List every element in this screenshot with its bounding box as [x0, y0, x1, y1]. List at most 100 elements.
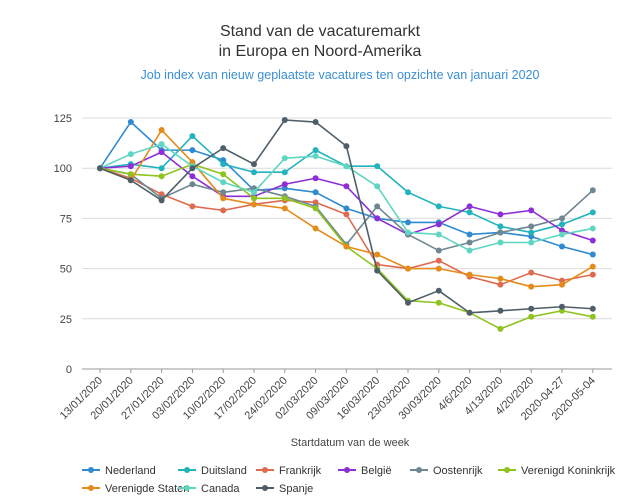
data-point	[559, 231, 565, 238]
data-point	[189, 203, 196, 210]
data-point	[497, 211, 504, 218]
data-point	[251, 169, 257, 176]
data-point	[497, 281, 504, 288]
data-point	[251, 195, 257, 202]
series-8	[97, 117, 596, 316]
data-point	[435, 265, 442, 272]
data-point	[528, 269, 535, 276]
data-point	[281, 155, 288, 162]
series-lines	[97, 117, 596, 332]
data-point	[528, 283, 535, 290]
data-point	[466, 247, 473, 254]
y-tick-label: 25	[60, 314, 72, 326]
chart-title-line-2: in Europa en Noord-Amerika	[219, 43, 422, 60]
legend-marker	[344, 467, 350, 473]
data-point	[559, 221, 565, 228]
x-axis: 13/01/202020/01/202027/01/202003/02/2020…	[58, 369, 598, 423]
data-point	[589, 251, 596, 258]
data-point	[220, 171, 227, 178]
data-point	[589, 209, 596, 216]
data-point	[466, 203, 473, 210]
data-point	[97, 165, 103, 172]
legend-item: Verenigde Staten	[82, 483, 189, 495]
data-point	[127, 171, 134, 178]
data-point	[312, 147, 319, 154]
data-point	[528, 305, 535, 312]
data-point	[127, 119, 134, 126]
legend-label: Nederland	[105, 465, 156, 477]
data-point	[158, 141, 165, 148]
legend-item: Spanje	[256, 483, 313, 495]
data-point	[466, 239, 473, 246]
legend-marker	[262, 467, 268, 473]
data-point	[497, 307, 504, 314]
data-point	[528, 239, 535, 246]
data-point	[589, 305, 596, 312]
data-point	[281, 117, 288, 124]
x-axis-label: Startdatum van de week	[291, 437, 410, 449]
data-point	[559, 215, 565, 222]
data-point	[312, 175, 319, 182]
data-point	[497, 239, 504, 246]
data-point	[127, 151, 134, 158]
data-point	[343, 205, 350, 212]
chart-subtitle: Job index van nieuw geplaatste vacatures…	[141, 68, 540, 82]
data-point	[343, 211, 350, 218]
data-point	[374, 203, 381, 210]
data-point	[189, 133, 196, 140]
data-point	[312, 225, 319, 232]
chart-title-line-1: Stand van de vacaturemarkt	[220, 23, 421, 40]
data-point	[528, 207, 535, 214]
data-point	[589, 187, 596, 194]
data-point	[466, 231, 473, 238]
data-point	[405, 219, 411, 226]
legend-item: Frankrijk	[256, 465, 322, 477]
y-axis: 0 25 50 75 100 125	[54, 113, 72, 376]
data-point	[435, 231, 442, 238]
data-point	[343, 163, 350, 170]
legend-marker	[184, 467, 190, 473]
data-point	[158, 173, 165, 180]
y-tick-label: 50	[60, 264, 72, 276]
y-tick-label: 125	[54, 113, 72, 125]
data-point	[435, 299, 442, 306]
data-point	[220, 189, 227, 196]
data-point	[466, 309, 473, 316]
data-point	[497, 275, 504, 282]
data-point	[589, 271, 596, 278]
data-point	[220, 145, 227, 152]
data-point	[251, 189, 257, 196]
legend-marker	[88, 485, 94, 491]
data-point	[281, 205, 288, 212]
data-point	[220, 179, 227, 186]
legend-label: Verenigde Staten	[105, 483, 189, 495]
legend-label: Spanje	[279, 483, 313, 495]
data-point	[127, 177, 134, 184]
legend-item: Canada	[178, 483, 240, 495]
data-point	[158, 165, 165, 172]
legend-label: Frankrijk	[279, 465, 322, 477]
data-point	[158, 149, 165, 156]
legend-item: Oostenrijk	[410, 465, 483, 477]
legend-label: Canada	[201, 483, 240, 495]
legend-marker	[504, 467, 510, 473]
legend-label: Oostenrijk	[433, 465, 483, 477]
data-point	[405, 189, 411, 196]
data-point	[559, 281, 565, 288]
data-point	[374, 163, 381, 170]
legend-label: België	[361, 465, 392, 477]
legend-item: Duitsland	[178, 465, 247, 477]
data-point	[435, 287, 442, 294]
data-point	[343, 243, 350, 250]
legend-marker	[88, 467, 94, 473]
data-point	[589, 313, 596, 320]
data-point	[343, 183, 350, 190]
data-point	[374, 267, 381, 274]
data-point	[127, 163, 134, 170]
data-point	[189, 173, 196, 180]
data-point	[312, 153, 319, 160]
data-point	[251, 201, 257, 208]
legend-label: Duitsland	[201, 465, 247, 477]
data-point	[528, 229, 535, 236]
legend-item: België	[338, 465, 392, 477]
